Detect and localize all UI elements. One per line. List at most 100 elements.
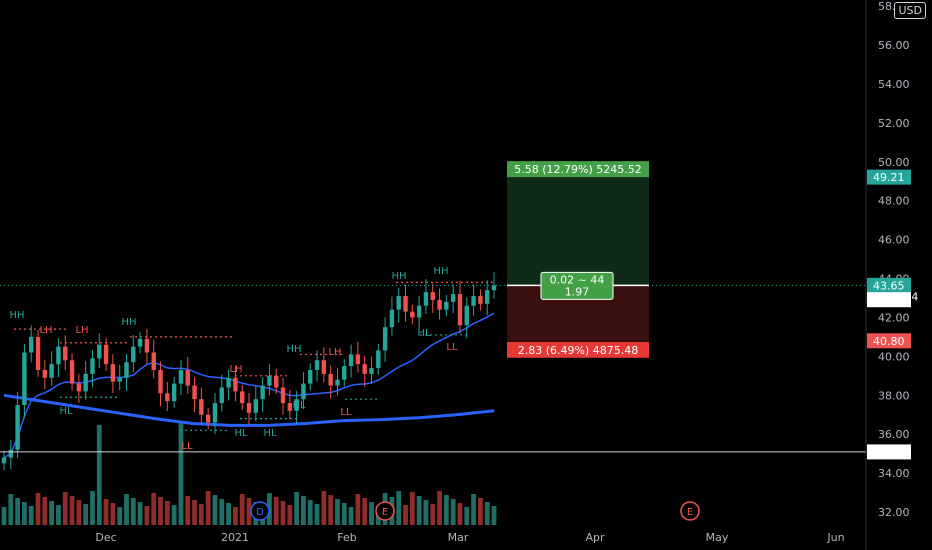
swing-label: HL [263, 428, 277, 439]
candle-body [457, 294, 463, 326]
candle-body [369, 368, 374, 374]
swing-label: HL [417, 328, 431, 339]
volume-bar [239, 494, 245, 525]
volume-bar [124, 494, 129, 525]
candle-body [239, 391, 245, 404]
volume-bar [471, 494, 476, 525]
candle-body [22, 352, 27, 406]
volume-bar [192, 500, 197, 525]
volume-bar [185, 496, 191, 525]
price-tick-label: 52.00 [878, 117, 910, 130]
earnings-event-label: E [382, 507, 388, 518]
price-tick-label: 56.00 [878, 39, 910, 52]
candle-body [49, 364, 54, 378]
candle-body [362, 364, 367, 374]
candle-body [90, 358, 95, 374]
time-tick-label: Dec [95, 531, 116, 544]
volume-bar [69, 496, 75, 525]
price-tick-label: 32.00 [878, 506, 910, 519]
candle-body [355, 354, 361, 365]
price-tag [867, 292, 911, 308]
time-tick-label: May [706, 531, 729, 544]
candle-body [342, 366, 347, 380]
candle-body [464, 305, 469, 326]
volume-bar [491, 506, 497, 525]
candlesticks [1, 272, 497, 471]
price-tick-label: 36.00 [878, 428, 910, 441]
profit-zone[interactable] [507, 177, 649, 286]
price-tick-label: 50.00 [878, 156, 910, 169]
time-tick-label: Feb [337, 531, 356, 544]
volume-bar [335, 499, 340, 525]
volume-bar [273, 497, 279, 525]
candle-body [348, 354, 354, 367]
swing-label: HH [121, 317, 136, 328]
dividend-event-marker[interactable] [250, 501, 270, 521]
candle-body [335, 379, 340, 386]
candle-body [1, 457, 7, 464]
time-axis[interactable]: Dec 2021 Feb Mar Apr May Jun [95, 531, 844, 544]
volume-bar [280, 501, 286, 525]
volume-bar [8, 494, 14, 525]
candle-body [308, 369, 313, 384]
candle-body [29, 336, 34, 353]
candle-body [192, 385, 197, 400]
earnings-event-marker[interactable] [375, 501, 395, 521]
position-center-line1: 0.02 ~ 44 [550, 273, 605, 286]
candle-body [376, 350, 381, 369]
candle-body [403, 296, 408, 312]
volume-bar [76, 500, 82, 525]
swing-label: HH [286, 344, 301, 355]
volume-bar [423, 500, 429, 525]
candle-body [410, 311, 415, 318]
earnings-event-marker[interactable] [680, 501, 700, 521]
price-tick-label: 38.00 [878, 389, 910, 402]
price-tag-label: 49.21 [873, 171, 905, 184]
long-position-tool[interactable]: 5.58 (12.79%) 5245.52 2.83 (6.49%) 4875.4… [507, 161, 649, 358]
swing-levels [14, 281, 495, 431]
swing-label: LH [75, 325, 88, 336]
candle-body [144, 338, 150, 353]
price-axis[interactable]: 58.0056.0054.0052.0050.0048.0046.0044.00… [865, 0, 910, 550]
volume-bar [314, 504, 320, 525]
candle-body [97, 344, 102, 359]
volume-bar [198, 504, 204, 525]
horizontal-line-35[interactable] [0, 284, 866, 453]
candle-body [42, 369, 48, 378]
candle-body [110, 364, 116, 382]
volume-bar [294, 492, 300, 525]
volume-bar [35, 493, 41, 525]
volume-bar [96, 425, 102, 525]
volume-bar [443, 495, 449, 525]
volume-bar [15, 498, 21, 525]
candle-body [199, 399, 204, 415]
candle-body [444, 301, 449, 310]
candle-body [450, 294, 456, 302]
candle-body [253, 399, 259, 413]
volume-bar [1, 507, 7, 525]
candle-body [219, 387, 224, 404]
candle-body [491, 285, 497, 291]
candle-body [151, 352, 156, 370]
swing-label: HL [234, 428, 248, 439]
candle-body [35, 336, 41, 370]
volume-bar [103, 499, 109, 525]
position-center-line2: 1.97 [565, 285, 590, 298]
volume-bar [219, 499, 225, 525]
candle-body [158, 369, 163, 394]
candle-body [171, 383, 177, 402]
volume-bar [301, 496, 306, 525]
currency-badge[interactable]: USD [894, 2, 926, 19]
position-center-box [540, 271, 614, 300]
volume-bar [158, 497, 163, 525]
candle-body [260, 385, 265, 400]
candle-body [423, 292, 429, 306]
volume-bar [137, 502, 143, 525]
candle-body [165, 393, 170, 402]
dividend-event-label: D [256, 507, 264, 518]
swing-labels: HH LH LH HH HH LH LH LL HL HL HL LL HH HH HL LL HL [9, 266, 458, 452]
price-tick-label: 42.00 [878, 311, 910, 324]
price-tag [867, 333, 911, 349]
